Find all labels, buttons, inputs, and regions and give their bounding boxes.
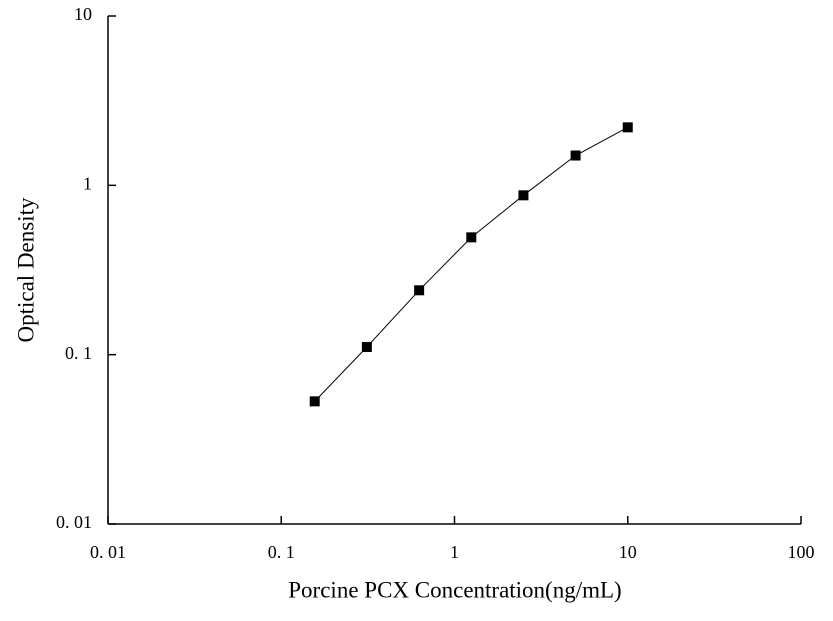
x-tick-label: 0. 01 bbox=[90, 542, 126, 562]
data-point bbox=[466, 232, 477, 243]
y-axis-title: Optical Density bbox=[13, 197, 38, 342]
y-tick-label: 0. 01 bbox=[56, 512, 92, 532]
data-point bbox=[622, 122, 633, 133]
x-tick-label: 10 bbox=[619, 542, 637, 562]
x-axis-title: Porcine PCX Concentration(ng/mL) bbox=[288, 577, 621, 602]
data-point bbox=[414, 285, 425, 296]
x-tick-label: 1 bbox=[450, 542, 459, 562]
data-point bbox=[518, 190, 529, 201]
data-point bbox=[570, 150, 581, 161]
y-tick-label: 0. 1 bbox=[65, 343, 92, 363]
series-line bbox=[314, 126, 628, 402]
data-point bbox=[309, 396, 320, 407]
y-tick-label: 1 bbox=[83, 173, 92, 193]
data-point bbox=[361, 341, 372, 352]
x-tick-label: 0. 1 bbox=[268, 542, 295, 562]
y-tick-label: 10 bbox=[74, 4, 92, 24]
x-tick-label: 100 bbox=[788, 542, 815, 562]
